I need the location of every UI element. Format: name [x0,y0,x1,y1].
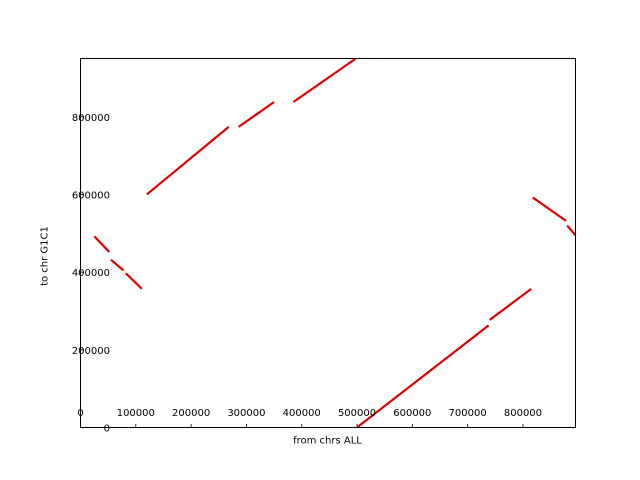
alignment-segment-3 [125,272,143,290]
x-tick-label-7: 700000 [449,408,487,419]
alignment-segment-2 [110,258,125,272]
alignment-segment-1 [93,235,111,253]
x-tick-label-1: 100000 [117,408,155,419]
alignment-segment-7 [356,324,490,429]
alignment-segment-9 [532,196,567,222]
alignment-segment-4 [146,126,230,196]
y-tick-label-4: 800000 [72,113,110,124]
x-tick-label-8: 800000 [504,408,542,419]
x-tick-label-3: 300000 [227,408,265,419]
alignment-segment-10 [566,224,577,236]
plot-frame [80,58,576,428]
x-tick-label-4: 400000 [283,408,321,419]
y-axis: 0 200000 400000 600000 800000 [72,113,110,435]
y-tick-label-0: 0 [104,424,110,435]
x-axis: 0 100000 200000 300000 400000 500000 600000 700… [77,408,542,428]
x-axis-label: from chrs ALL [293,436,362,447]
alignment-segment-5 [238,101,275,128]
y-tick-label-3: 600000 [72,190,110,201]
x-tick-label-5: 500000 [338,408,376,419]
y-tick-label-2: 400000 [72,268,110,279]
plot-area [93,57,577,429]
alignment-segment-6 [292,57,357,103]
y-tick-label-1: 200000 [72,346,110,357]
x-tick-label-6: 600000 [393,408,431,419]
x-tick-label-2: 200000 [172,408,210,419]
alignment-segment-8 [489,287,532,321]
y-axis-label: to chr G1C1 [40,226,51,286]
